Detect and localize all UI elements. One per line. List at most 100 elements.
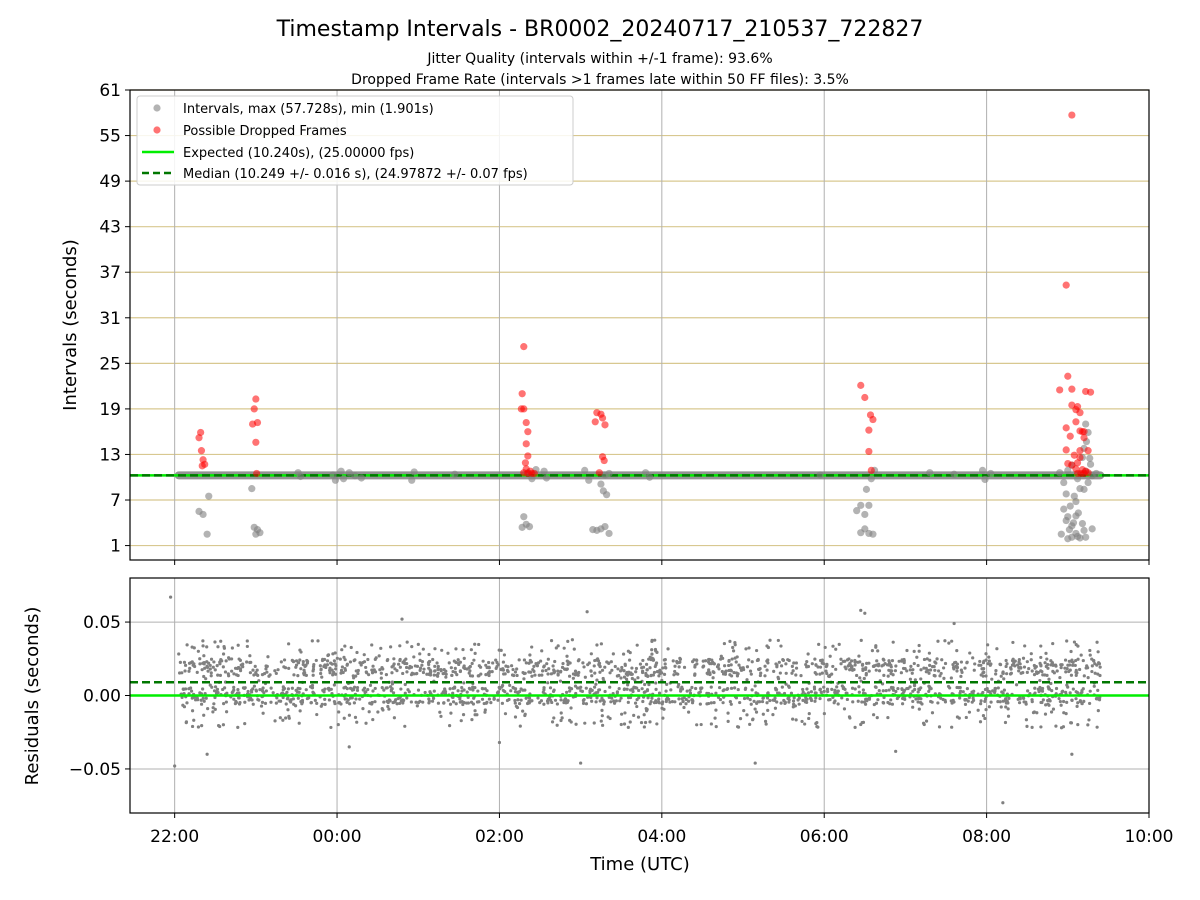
residual-outlier-point bbox=[497, 740, 502, 745]
residual-point bbox=[199, 698, 203, 702]
residual-point bbox=[569, 706, 573, 710]
residual-point bbox=[820, 658, 824, 662]
residual-point bbox=[959, 668, 963, 672]
interval-point bbox=[1062, 490, 1070, 498]
residual-point bbox=[896, 686, 900, 691]
residual-point bbox=[501, 668, 505, 672]
residual-point bbox=[867, 697, 872, 701]
residuals-y-tick-label: 0.05 bbox=[83, 613, 121, 633]
residual-point bbox=[311, 669, 315, 673]
residual-point bbox=[211, 665, 215, 669]
residual-point bbox=[876, 649, 880, 653]
residual-point bbox=[1015, 683, 1019, 687]
residual-point bbox=[1032, 663, 1036, 668]
residual-point bbox=[297, 721, 301, 725]
residual-point bbox=[282, 658, 287, 662]
residual-point bbox=[920, 702, 924, 706]
residual-point bbox=[861, 662, 865, 666]
residual-point bbox=[595, 678, 599, 682]
residual-point bbox=[366, 687, 370, 692]
residual-point bbox=[509, 689, 513, 693]
residual-point bbox=[544, 668, 548, 673]
residual-point bbox=[439, 714, 443, 718]
residual-point bbox=[379, 671, 383, 675]
interval-point bbox=[605, 529, 613, 538]
residual-point bbox=[870, 649, 874, 653]
residual-point bbox=[757, 700, 762, 704]
residual-point bbox=[184, 720, 189, 724]
residual-point bbox=[210, 685, 214, 689]
residual-point bbox=[581, 698, 586, 703]
residual-point bbox=[648, 666, 652, 670]
residual-point bbox=[1090, 669, 1094, 674]
residual-point bbox=[205, 645, 209, 649]
residual-point bbox=[789, 691, 794, 695]
residual-point bbox=[979, 702, 983, 706]
residual-point bbox=[251, 668, 255, 672]
residual-point bbox=[1065, 683, 1069, 687]
residual-point bbox=[893, 669, 898, 673]
residual-point bbox=[370, 668, 374, 672]
residual-point bbox=[721, 689, 725, 693]
residual-point bbox=[205, 665, 210, 669]
residual-point bbox=[927, 671, 931, 675]
residual-point bbox=[1019, 671, 1023, 675]
residual-point bbox=[635, 704, 639, 709]
residual-point bbox=[805, 697, 809, 701]
residual-point bbox=[590, 674, 594, 678]
residual-point bbox=[707, 668, 711, 672]
residual-point bbox=[1088, 648, 1092, 653]
residual-point bbox=[742, 708, 746, 713]
residual-point bbox=[506, 665, 510, 669]
residual-point bbox=[546, 681, 550, 685]
dropped-frame-point bbox=[522, 418, 530, 427]
residual-point bbox=[894, 689, 898, 694]
time-x-tick-label: 10:00 bbox=[1125, 827, 1174, 847]
residual-point bbox=[390, 680, 395, 684]
residual-point bbox=[380, 685, 384, 690]
residual-point bbox=[1059, 703, 1063, 707]
residual-point bbox=[341, 670, 345, 675]
interval-point bbox=[816, 471, 824, 479]
residual-point bbox=[608, 671, 612, 675]
residual-point bbox=[440, 648, 444, 652]
residual-point bbox=[477, 642, 481, 647]
residual-point bbox=[1019, 665, 1023, 670]
residual-point bbox=[296, 674, 300, 678]
residual-outlier-point bbox=[859, 608, 863, 612]
residual-point bbox=[287, 642, 291, 646]
residual-point bbox=[1003, 720, 1008, 725]
residual-point bbox=[807, 711, 811, 716]
residual-point bbox=[763, 719, 768, 723]
residual-point bbox=[911, 699, 915, 704]
residual-point bbox=[471, 688, 475, 692]
residual-point bbox=[818, 696, 822, 701]
residual-point bbox=[355, 720, 359, 724]
residual-point bbox=[316, 639, 320, 643]
residual-point bbox=[986, 662, 990, 666]
residual-point bbox=[1043, 661, 1047, 665]
residual-point bbox=[775, 665, 779, 669]
interval-point bbox=[978, 466, 987, 475]
residual-point bbox=[421, 700, 425, 704]
residual-point bbox=[919, 686, 923, 690]
residual-point bbox=[861, 688, 865, 692]
residual-point bbox=[232, 685, 236, 689]
residual-point bbox=[301, 659, 305, 664]
residual-point bbox=[185, 701, 189, 705]
residual-point bbox=[1006, 714, 1011, 718]
residual-point bbox=[843, 659, 847, 663]
residual-point bbox=[599, 642, 603, 646]
interval-point bbox=[451, 470, 459, 478]
residual-point bbox=[212, 689, 217, 693]
residual-point bbox=[382, 688, 386, 692]
residual-point bbox=[484, 663, 488, 667]
residual-point bbox=[871, 664, 876, 668]
interval-point bbox=[1078, 519, 1087, 528]
residual-point bbox=[819, 690, 823, 694]
residual-point bbox=[540, 669, 545, 673]
residual-point bbox=[1033, 666, 1037, 670]
residual-point bbox=[955, 715, 960, 719]
residual-point bbox=[361, 660, 365, 665]
residual-point bbox=[322, 664, 326, 669]
